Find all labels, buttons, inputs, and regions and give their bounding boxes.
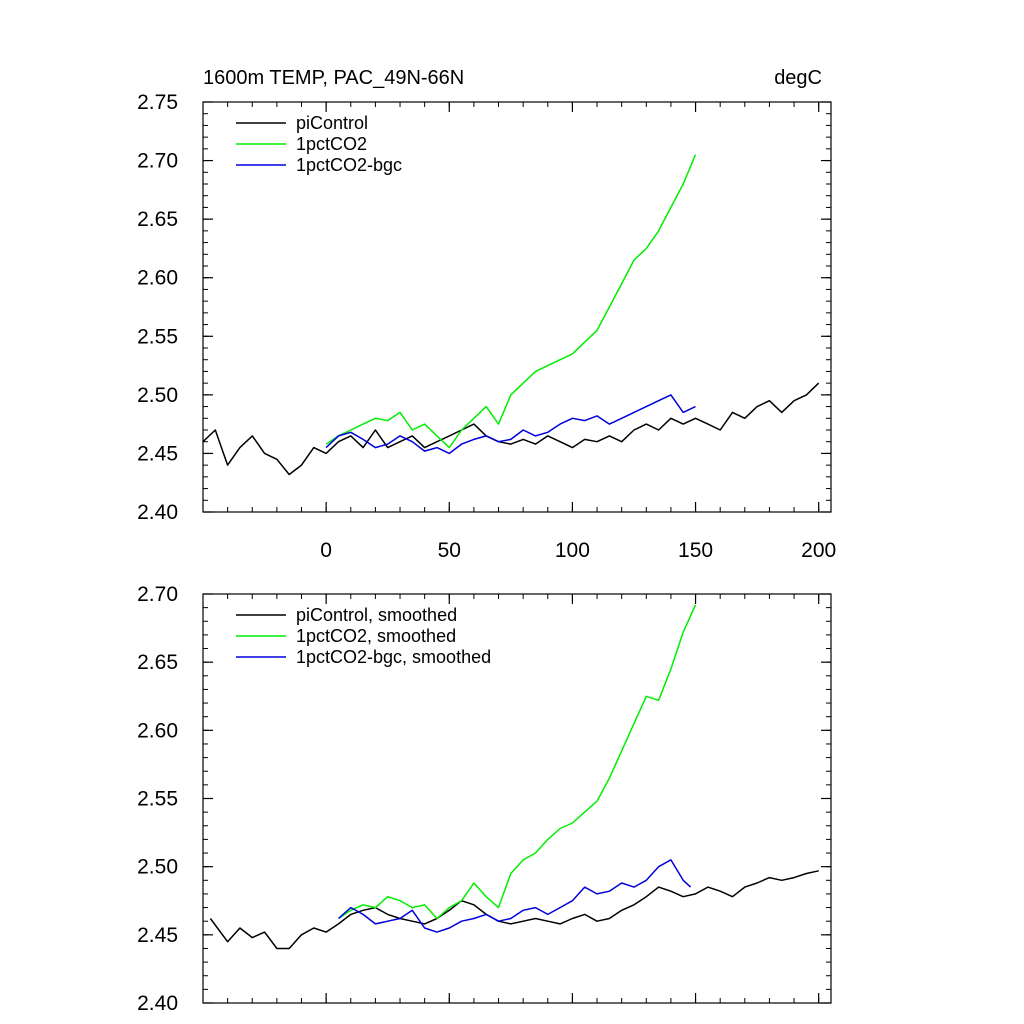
- top-x-tick-label: 100: [555, 539, 590, 562]
- bottom-y-tick-label: 2.55: [137, 788, 178, 811]
- top-y-tick-label: 2.65: [137, 208, 178, 231]
- figure-title: 1600m TEMP, PAC_49N-66N: [203, 67, 464, 89]
- top-y-tick-label: 2.75: [137, 91, 178, 114]
- top-x-tick-label: 50: [438, 539, 461, 562]
- top-x-tick-label: 150: [678, 539, 713, 562]
- figure-units: degC: [774, 67, 822, 89]
- bottom-y-tick-label: 2.60: [137, 719, 178, 742]
- top-y-tick-label: 2.45: [137, 442, 178, 465]
- bottom-legend-label-2: 1pctCO2-bgc, smoothed: [296, 647, 491, 667]
- bottom-y-tick-label: 2.65: [137, 651, 178, 674]
- top-y-tick-label: 2.50: [137, 384, 178, 407]
- top-legend-label-1: 1pctCO2: [296, 134, 367, 154]
- bottom-y-tick-label: 2.50: [137, 856, 178, 879]
- bottom-legend-label-0: piControl, smoothed: [296, 605, 457, 625]
- top-y-tick-label: 2.40: [137, 501, 178, 524]
- bottom-chart-panel: 2.40 2.45 2.50 2.55 2.60 2.65 2.70 piControl, s…: [137, 583, 832, 1015]
- top-y-tick-label: 2.55: [137, 325, 178, 348]
- top-x-tick-label: 200: [801, 539, 836, 562]
- top-x-tick-label: 0: [320, 539, 332, 562]
- top-y-tick-label: 2.60: [137, 267, 178, 290]
- bottom-y-tick-label: 2.40: [137, 992, 178, 1015]
- top-series-line-0: [202, 382, 820, 476]
- top-legend-label-2: 1pctCO2-bgc: [296, 155, 402, 175]
- bottom-y-tick-label: 2.70: [137, 583, 178, 606]
- top-series-line-2: [325, 394, 696, 455]
- top-plot-frame: [202, 101, 832, 513]
- top-legend-label-0: piControl: [296, 113, 368, 133]
- top-series-line-1: [325, 154, 697, 449]
- bottom-series-line-0: [209, 870, 819, 950]
- top-chart-panel: 2.40 2.45 2.50 2.55 2.60 2.65 2.70 2.75 0 50 100 15…: [137, 91, 836, 562]
- bottom-series-line-2: [338, 859, 692, 933]
- bottom-y-tick-label: 2.45: [137, 924, 178, 947]
- bottom-legend-label-1: 1pctCO2, smoothed: [296, 626, 456, 646]
- bottom-series-line-1: [338, 604, 697, 920]
- top-y-tick-label: 2.70: [137, 150, 178, 173]
